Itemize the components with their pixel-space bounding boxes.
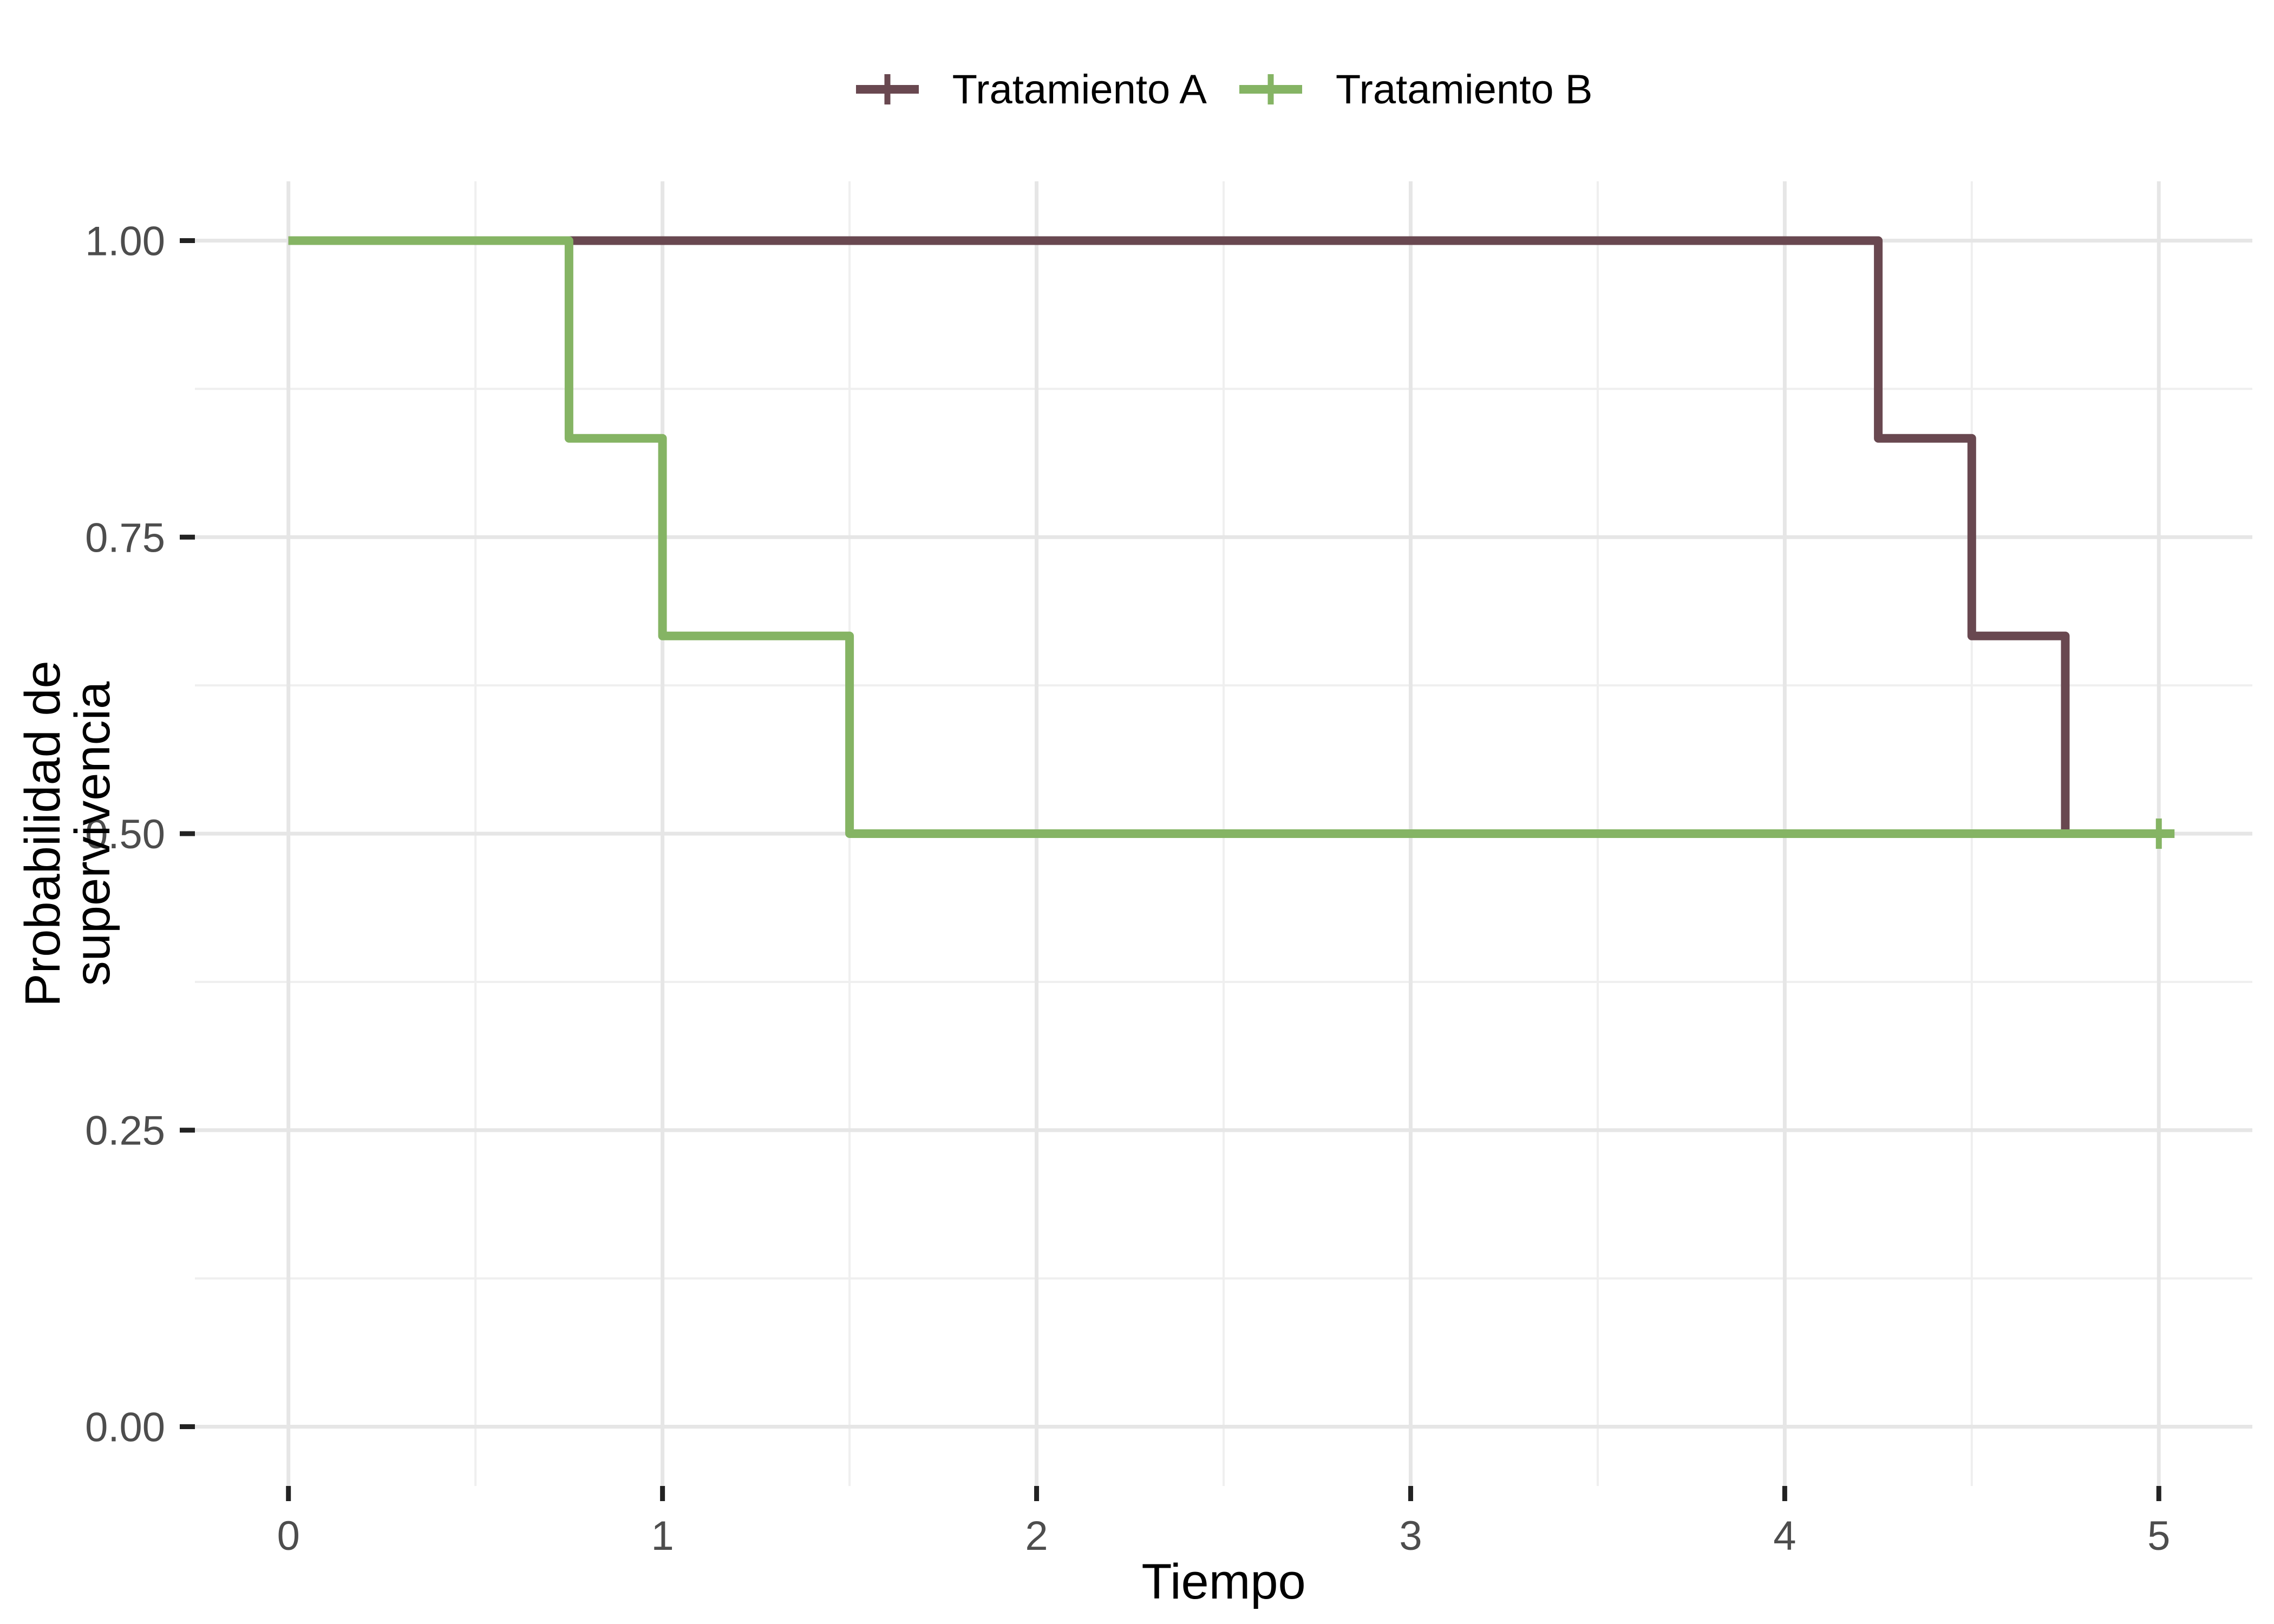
svg-text:0.50: 0.50 [85,811,165,857]
svg-text:4: 4 [1773,1513,1796,1559]
svg-text:1: 1 [651,1513,674,1559]
legend-label: Tratamiento A [952,66,1207,113]
legend-item-tratamiento-b: Tratamiento B [1238,46,1592,133]
svg-text:0.25: 0.25 [85,1108,165,1154]
legend-label: Tratamiento B [1335,66,1593,113]
censor-cross-icon [1239,74,1302,104]
legend-item-tratamiento-a: Tratamiento A [855,46,1207,133]
censor-cross-icon [855,74,919,104]
legend: Tratamiento A Tratamiento B [195,43,2252,135]
svg-text:0.75: 0.75 [85,515,165,561]
svg-text:1.00: 1.00 [85,219,165,265]
svg-text:3: 3 [1399,1513,1422,1559]
svg-text:5: 5 [2147,1513,2170,1559]
y-axis-title: Probabilidad de supervivencia [15,660,120,1007]
svg-text:0.00: 0.00 [85,1404,165,1450]
svg-text:0: 0 [277,1513,300,1559]
x-axis-title: Tiempo [1141,1554,1306,1609]
svg-text:2: 2 [1025,1513,1048,1559]
